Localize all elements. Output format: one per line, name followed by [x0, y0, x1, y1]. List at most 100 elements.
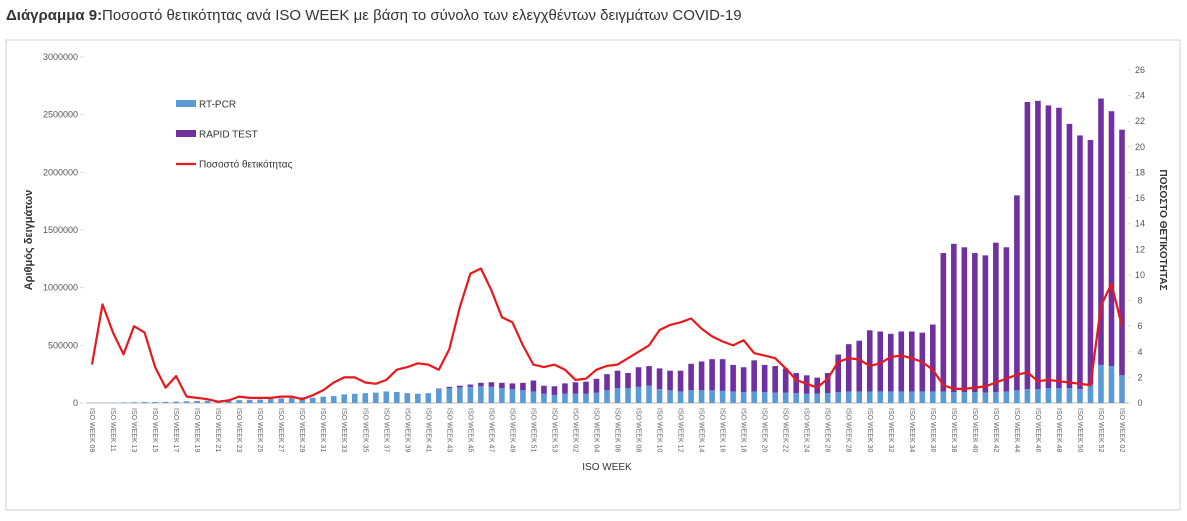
bar: [867, 391, 873, 403]
y2-tick-label: 26: [1135, 65, 1145, 75]
bar: [825, 393, 831, 403]
bar: [510, 389, 516, 403]
bar: [1025, 102, 1031, 389]
bar: [898, 391, 904, 403]
bar: [447, 388, 453, 403]
bar: [856, 341, 862, 392]
x-tick-label: ISO WEEK 19: [193, 408, 200, 452]
y2-tick-label: 6: [1137, 321, 1142, 331]
bar: [720, 391, 726, 403]
bar: [447, 387, 453, 388]
y2-tick-label: 20: [1135, 142, 1145, 152]
legend-label: Ποσοστό θετικότητας: [199, 159, 293, 171]
x-tick-label: ISO WEEK 23: [235, 408, 242, 452]
x-tick-label: ISO WEEK 52: [1097, 408, 1104, 452]
x-tick-label: ISO WEEK 32: [887, 408, 894, 452]
x-tick-label: ISO WEEK 49: [508, 408, 515, 452]
bar: [1119, 130, 1125, 376]
bar: [1014, 195, 1020, 390]
legend-label: RAPID TEST: [199, 130, 258, 141]
bar: [131, 402, 137, 403]
bar: [1035, 389, 1041, 403]
bar: [194, 401, 200, 403]
bar: [499, 383, 505, 388]
bar: [1056, 108, 1062, 388]
y2-tick-label: 14: [1135, 219, 1145, 229]
y2-tick-label: 2: [1137, 372, 1142, 382]
bar: [121, 402, 127, 403]
bar: [720, 359, 726, 391]
x-tick-label: ISO WEEK 53: [550, 408, 557, 452]
bar: [552, 386, 558, 395]
x-tick-label: ISO WEEK 42: [992, 408, 999, 452]
x-tick-label: ISO WEEK 48: [1055, 408, 1062, 452]
x-tick-label: ISO WEEK 39: [403, 408, 410, 452]
bar: [888, 391, 894, 403]
bar: [1088, 385, 1094, 403]
y2-tick-label: 10: [1135, 270, 1145, 280]
x-tick-label: ISO WEEK 24: [803, 408, 810, 452]
y2-tick-label: 4: [1137, 347, 1142, 357]
bar: [604, 374, 610, 390]
x-tick-label: ISO WEEK 27: [277, 408, 284, 452]
bar: [499, 388, 505, 403]
x-tick-label: ISO WEEK 38: [950, 408, 957, 452]
bar: [562, 383, 568, 393]
bar: [510, 383, 516, 389]
bar: [888, 334, 894, 392]
bar: [678, 391, 684, 403]
x-tick-label: ISO WEEK 06: [614, 408, 621, 452]
bar: [362, 393, 368, 403]
chart-title: Ποσοστό θετικότητας ανά ISO WEEK με βάση…: [102, 7, 742, 24]
legend-label: RT-PCR: [199, 100, 236, 111]
bar: [772, 393, 778, 403]
bar: [804, 394, 810, 403]
bar: [352, 394, 358, 403]
bar: [289, 398, 295, 403]
x-tick-label: ISO WEEK 21: [214, 408, 221, 452]
bar: [1046, 388, 1052, 403]
bar: [615, 371, 621, 388]
x-tick-label: ISO WEEK 14: [698, 408, 705, 452]
bar: [699, 390, 705, 403]
y-tick-label: 1000000: [43, 283, 78, 293]
x-tick-label: ISO WEEK 31: [319, 408, 326, 452]
y2-tick-label: 24: [1135, 91, 1145, 101]
bar: [625, 373, 631, 388]
x-tick-label: ISO WEEK 02: [1118, 408, 1125, 452]
bar: [531, 391, 537, 403]
bar: [751, 391, 757, 403]
x-tick-label: ISO WEEK 28: [845, 408, 852, 452]
x-tick-label: ISO WEEK 37: [382, 408, 389, 452]
bar: [730, 391, 736, 403]
bar: [320, 397, 326, 403]
bar: [373, 393, 379, 403]
bar: [793, 393, 799, 403]
bar: [993, 392, 999, 403]
bar: [762, 365, 768, 392]
x-tick-label: ISO WEEK 29: [298, 408, 305, 452]
bar: [846, 391, 852, 403]
bar: [1025, 389, 1031, 403]
bar: [1067, 124, 1073, 388]
bar: [573, 382, 579, 394]
bar: [941, 391, 947, 403]
bar: [972, 253, 978, 392]
bar: [1046, 105, 1052, 388]
x-tick-label: ISO WEEK 41: [424, 408, 431, 452]
bar: [941, 253, 947, 391]
bar: [657, 368, 663, 389]
bar: [583, 382, 589, 394]
bar: [636, 387, 642, 403]
bar: [993, 243, 999, 392]
y2-tick-label: 22: [1135, 116, 1145, 126]
bar: [594, 379, 600, 393]
bar: [951, 244, 957, 392]
bar: [163, 402, 169, 403]
y2-tick-label: 18: [1135, 167, 1145, 177]
bar: [741, 367, 747, 392]
y-tick-label: 1500000: [43, 225, 78, 235]
bar: [457, 386, 463, 388]
bar: [909, 391, 915, 403]
